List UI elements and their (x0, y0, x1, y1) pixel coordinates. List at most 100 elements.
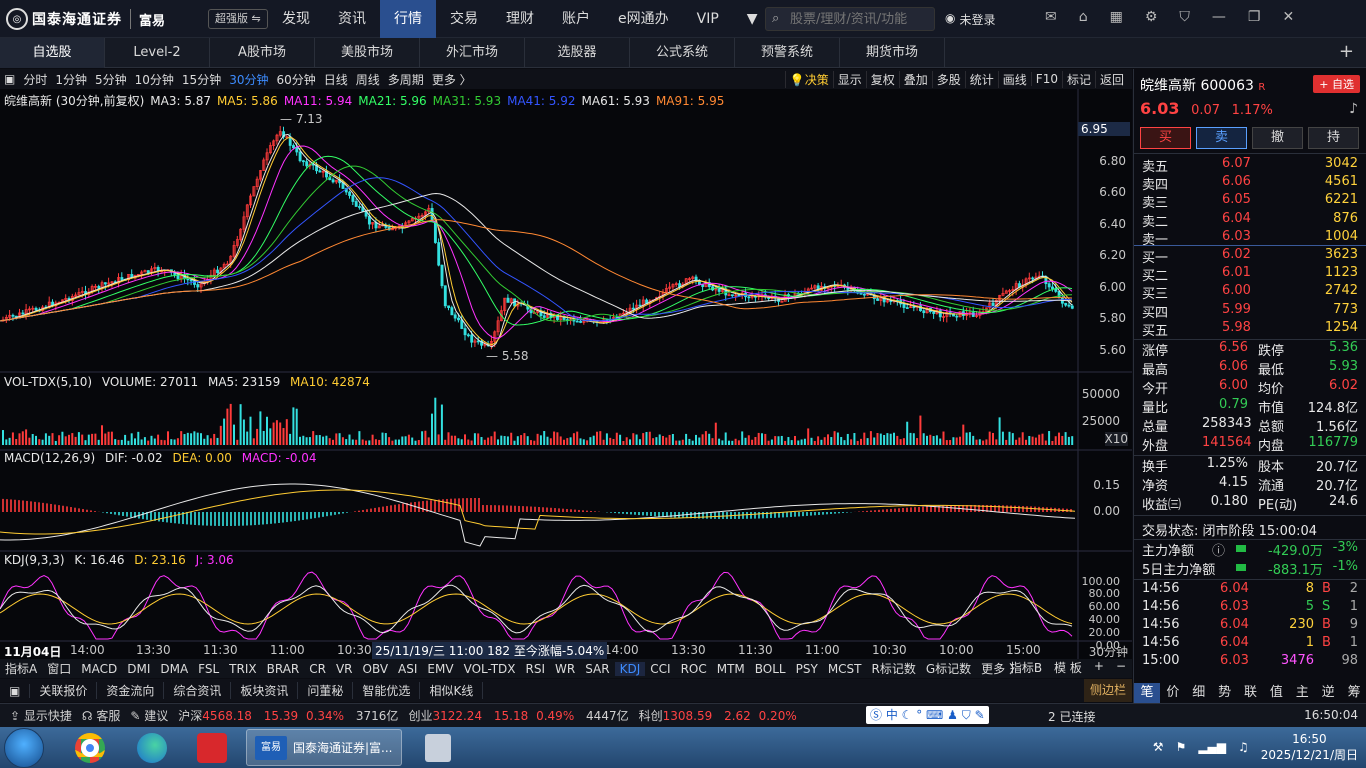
flow-row[interactable]: 主力净额 -429.0万 -3% ⓘ (1140, 540, 1362, 559)
restore-icon[interactable]: ❐ (1247, 9, 1261, 25)
edition-switch[interactable]: 超强版 ⇋ (208, 9, 268, 29)
panel-tab[interactable]: 筹 (1347, 685, 1361, 700)
indicator-tab[interactable]: MACD (81, 661, 118, 676)
ask-row[interactable]: 卖五 6.07 3042 (1140, 156, 1362, 175)
indicator-tab[interactable]: 窗口 (47, 662, 72, 676)
ask-row[interactable]: 卖一 6.03 1004 (1140, 229, 1362, 248)
panel-tab[interactable]: 价 (1166, 685, 1180, 700)
chart-tool[interactable]: 标记 (1061, 70, 1095, 88)
nav-item[interactable]: 行情 (380, 0, 436, 38)
mail-icon[interactable]: ✉ (1045, 9, 1057, 25)
login-button[interactable]: ◉ 未登录 (945, 11, 996, 27)
panel-tab[interactable]: 逆 (1321, 685, 1335, 700)
service-button[interactable]: ☊ 客服 (81, 709, 121, 723)
chart-tool[interactable]: 画线 (997, 70, 1031, 88)
indicator-tab[interactable]: CR (309, 661, 326, 676)
ask-row[interactable]: 卖二 6.04 876 (1140, 211, 1362, 230)
tray-network-icon[interactable]: ▂▄▆ (1198, 740, 1227, 754)
minimize-icon[interactable]: — (1211, 9, 1226, 25)
shirt-icon[interactable]: ⛉ (1179, 9, 1190, 25)
period-option[interactable]: 多周期 (387, 72, 424, 87)
chart-tool[interactable]: 返回 (1094, 70, 1128, 88)
bottom-tab[interactable]: 板块资讯 (231, 682, 299, 699)
taskbar-clock[interactable]: 16:50 2025/12/21/周日 (1260, 732, 1358, 762)
period-option[interactable]: 15分钟 (181, 72, 222, 87)
period-option[interactable]: 1分钟 (55, 72, 87, 87)
chart-tool[interactable]: 复权 (865, 70, 899, 88)
flow-row[interactable]: 5日主力净额 -883.1万 -1% (1140, 559, 1362, 578)
panel-toggle-icon[interactable]: ▣ (0, 683, 31, 698)
indicator-tab[interactable]: MTM (716, 661, 745, 676)
tray-tool-icon[interactable]: ⚒ (1152, 740, 1164, 754)
indicator-tab[interactable]: TRIX (229, 661, 257, 676)
chart-tool[interactable]: 叠加 (898, 70, 932, 88)
market-tab[interactable]: A股市场 (210, 38, 315, 68)
market-tab[interactable]: 美股市场 (315, 38, 420, 68)
indicator-tab[interactable]: CCI (650, 661, 671, 676)
market-tab[interactable]: 外汇市场 (420, 38, 525, 68)
panel-tab[interactable]: 值 (1269, 685, 1283, 700)
panel-tab[interactable]: 笔 (1134, 683, 1160, 703)
period-option[interactable]: 30分钟 (229, 72, 269, 87)
market-tab[interactable]: 公式系统 (630, 38, 735, 68)
indicator-tool[interactable]: + (1093, 659, 1104, 673)
trade-button[interactable]: 买 (1140, 127, 1191, 149)
indicator-tab[interactable]: VR (335, 661, 353, 676)
indicator-tab[interactable]: EMV (427, 661, 454, 676)
nav-item[interactable]: 发现 (282, 11, 310, 27)
taskbar-active-window[interactable]: 富易 国泰海通证券|富... (246, 729, 402, 766)
indicator-tab[interactable]: SAR (585, 661, 610, 676)
period-option[interactable]: 60分钟 (276, 72, 316, 87)
indicator-tab[interactable]: PSY (795, 661, 818, 676)
suggest-button[interactable]: ✎ 建议 (130, 709, 169, 723)
indicator-tab[interactable]: KDJ (614, 661, 646, 676)
tray-flag-icon[interactable]: ⚑ (1175, 740, 1187, 754)
chart-tool[interactable]: F10 (1030, 72, 1062, 86)
indicator-tab[interactable]: RSI (525, 661, 546, 676)
bid-row[interactable]: 买四 5.99 773 (1140, 302, 1362, 321)
indicator-tab[interactable]: G标记数 (925, 662, 972, 676)
ime-toolbar[interactable]: Ⓢ 中 ☾ ° ⌨ ♟ ⛉ ✎ (866, 706, 989, 724)
period-option[interactable]: 分时 (23, 72, 48, 87)
period-option[interactable]: 周线 (355, 72, 380, 87)
indicator-tab[interactable]: 更多 〉 (981, 662, 1021, 676)
indicator-tool[interactable]: 指标B (1009, 661, 1043, 675)
panel-tab[interactable]: 细 (1192, 685, 1206, 700)
start-button[interactable] (4, 728, 44, 768)
nav-item[interactable]: 交易 (450, 11, 478, 27)
add-watchlist-button[interactable]: + 自选 (1313, 75, 1360, 93)
nav-item[interactable]: 理财 (506, 11, 534, 27)
indicator-tab[interactable]: VOL-TDX (463, 661, 516, 676)
index-kc[interactable]: 科创1308.59 2.62 0.20% (638, 709, 797, 723)
period-option[interactable]: 5分钟 (95, 72, 127, 87)
bottom-tab[interactable]: 资金流向 (97, 682, 165, 699)
close-icon[interactable]: ✕ (1282, 9, 1295, 25)
indicator-tool[interactable]: 模 板 (1054, 661, 1082, 675)
ask-row[interactable]: 卖三 6.05 6221 (1140, 192, 1362, 211)
period-option[interactable]: 更多 〉 (431, 72, 472, 87)
trade-button[interactable]: 卖 (1196, 127, 1247, 149)
info-icon[interactable]: ⓘ (1212, 544, 1226, 559)
bid-row[interactable]: 买一 6.02 3623 (1140, 247, 1362, 266)
lock-icon[interactable]: ⌂ (1078, 9, 1088, 25)
panel-tab[interactable]: 主 (1295, 685, 1309, 700)
bottom-tab[interactable]: 智能优选 (353, 682, 421, 699)
market-tab[interactable]: Level-2 (105, 38, 210, 68)
quick-toggle[interactable]: ⇪ 显示快捷 (10, 709, 72, 723)
market-tab[interactable]: 预警系统 (735, 38, 840, 68)
indicator-tool[interactable]: − (1115, 659, 1126, 673)
bottom-tab[interactable]: 相似K线 (420, 682, 484, 699)
indicator-tab[interactable]: ASI (398, 661, 418, 676)
chart-tool[interactable]: 显示 (832, 70, 866, 88)
sidebar-button[interactable]: 侧边栏 (1084, 679, 1132, 702)
indicator-tab[interactable]: FSL (198, 661, 220, 676)
add-tab-icon[interactable]: + (1338, 41, 1354, 62)
indicator-tab[interactable]: BRAR (266, 661, 300, 676)
nav-item[interactable]: 账户 (562, 11, 590, 27)
indicator-tab[interactable]: DMA (160, 661, 189, 676)
indicator-tab[interactable]: ROC (680, 661, 707, 676)
trade-button[interactable]: 持 (1308, 127, 1359, 149)
chart-tool[interactable]: 统计 (964, 70, 998, 88)
index-sh[interactable]: 沪深4568.18 15.39 0.34% 3716亿 (178, 709, 399, 723)
bottom-tab[interactable]: 关联报价 (30, 682, 98, 699)
